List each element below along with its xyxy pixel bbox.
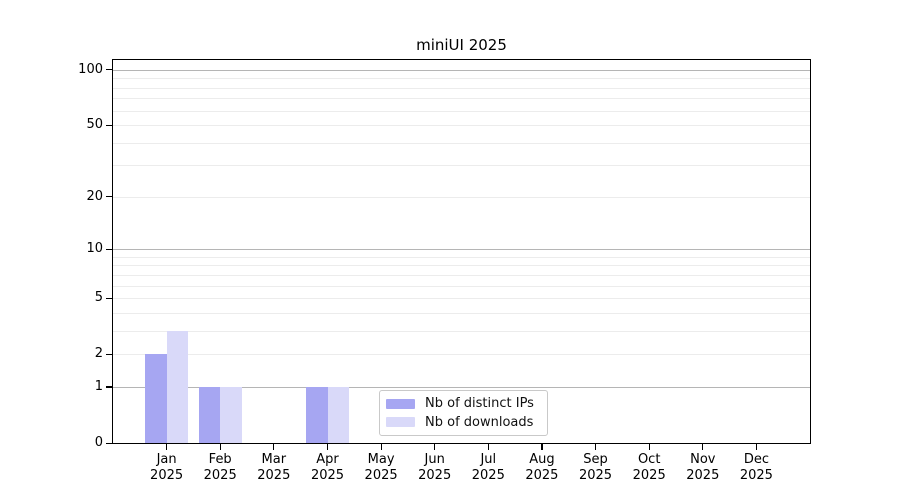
x-tick-mark (219, 444, 221, 450)
gridline-minor (113, 354, 810, 356)
x-tick-label: Feb 2025 (203, 452, 237, 483)
y-tick-label: 20 (86, 188, 103, 204)
x-tick-mark (595, 444, 597, 450)
x-tick-mark (541, 444, 543, 450)
x-tick-mark (648, 444, 650, 450)
y-tick-label: 100 (78, 61, 103, 77)
gridline-minor (113, 142, 810, 144)
y-tick-mark (106, 248, 112, 250)
bar-nb-of-downloads-jan (166, 330, 189, 443)
bar-nb-of-distinct-ips-feb (198, 386, 221, 443)
gridline-minor (113, 312, 810, 314)
gridline-minor (113, 330, 810, 332)
legend-label-distinct-ips: Nb of distinct IPs (425, 396, 534, 412)
y-tick-label: 5 (94, 290, 103, 306)
plot-area: Nb of distinct IPs Nb of downloads (112, 59, 811, 444)
x-tick-label: Jul 2025 (471, 452, 505, 483)
bar-nb-of-distinct-ips-jan (145, 354, 167, 443)
chart-title: miniUI 2025 (416, 36, 507, 54)
gridline-major (113, 69, 810, 71)
gridline-minor (113, 125, 810, 127)
x-tick-label: Jan 2025 (150, 452, 184, 483)
gridline-major (113, 249, 810, 251)
legend: Nb of distinct IPs Nb of downloads (379, 390, 548, 436)
y-tick-mark (106, 124, 112, 126)
x-tick-mark (273, 444, 275, 450)
x-tick-mark (327, 444, 329, 450)
x-tick-mark (380, 444, 382, 450)
x-tick-label: Jun 2025 (418, 452, 452, 483)
gridline-minor (113, 196, 810, 198)
x-tick-mark (702, 444, 704, 450)
x-tick-label: May 2025 (364, 452, 398, 483)
x-tick-mark (166, 444, 168, 450)
legend-swatch-distinct-ips (386, 398, 415, 409)
y-tick-label: 50 (86, 117, 103, 133)
legend-swatch-downloads (386, 417, 415, 428)
gridline-minor (113, 274, 810, 276)
x-tick-label: Nov 2025 (686, 452, 720, 483)
gridline-minor (113, 98, 810, 100)
legend-label-downloads: Nb of downloads (425, 414, 534, 430)
y-tick-mark (106, 297, 112, 299)
legend-item-distinct-ips: Nb of distinct IPs (386, 395, 539, 413)
gridline-minor (113, 78, 810, 80)
y-tick-mark (106, 196, 112, 198)
gridline-minor (113, 285, 810, 287)
gridline-minor (113, 298, 810, 300)
x-tick-label: Apr 2025 (310, 452, 345, 483)
y-tick-mark (106, 386, 112, 388)
x-tick-mark (434, 444, 436, 450)
gridline-minor (113, 265, 810, 267)
y-tick-label: 0 (94, 435, 103, 450)
y-tick-label: 10 (86, 241, 103, 257)
y-tick-label: 2 (94, 346, 103, 362)
x-tick-label: Dec 2025 (739, 452, 773, 483)
x-tick-label: Sep 2025 (578, 452, 613, 483)
gridline-minor (113, 110, 810, 112)
gridline-minor (113, 256, 810, 258)
x-tick-label: Aug 2025 (525, 452, 559, 483)
bar-nb-of-downloads-apr (327, 386, 349, 443)
y-tick-mark (106, 353, 112, 355)
y-tick-mark (106, 442, 112, 444)
x-tick-mark (755, 444, 758, 450)
gridline-major (113, 386, 810, 388)
gridline-minor (113, 165, 810, 167)
y-tick-mark (106, 69, 112, 71)
x-tick-label: Oct 2025 (632, 452, 666, 483)
gridline-minor (113, 87, 810, 89)
x-tick-label: Mar 2025 (257, 452, 291, 483)
y-tick-label: 1 (94, 378, 103, 394)
bar-nb-of-distinct-ips-apr (306, 386, 328, 443)
legend-item-downloads: Nb of downloads (386, 414, 539, 432)
x-tick-mark (487, 444, 489, 450)
bar-nb-of-downloads-feb (220, 386, 242, 443)
